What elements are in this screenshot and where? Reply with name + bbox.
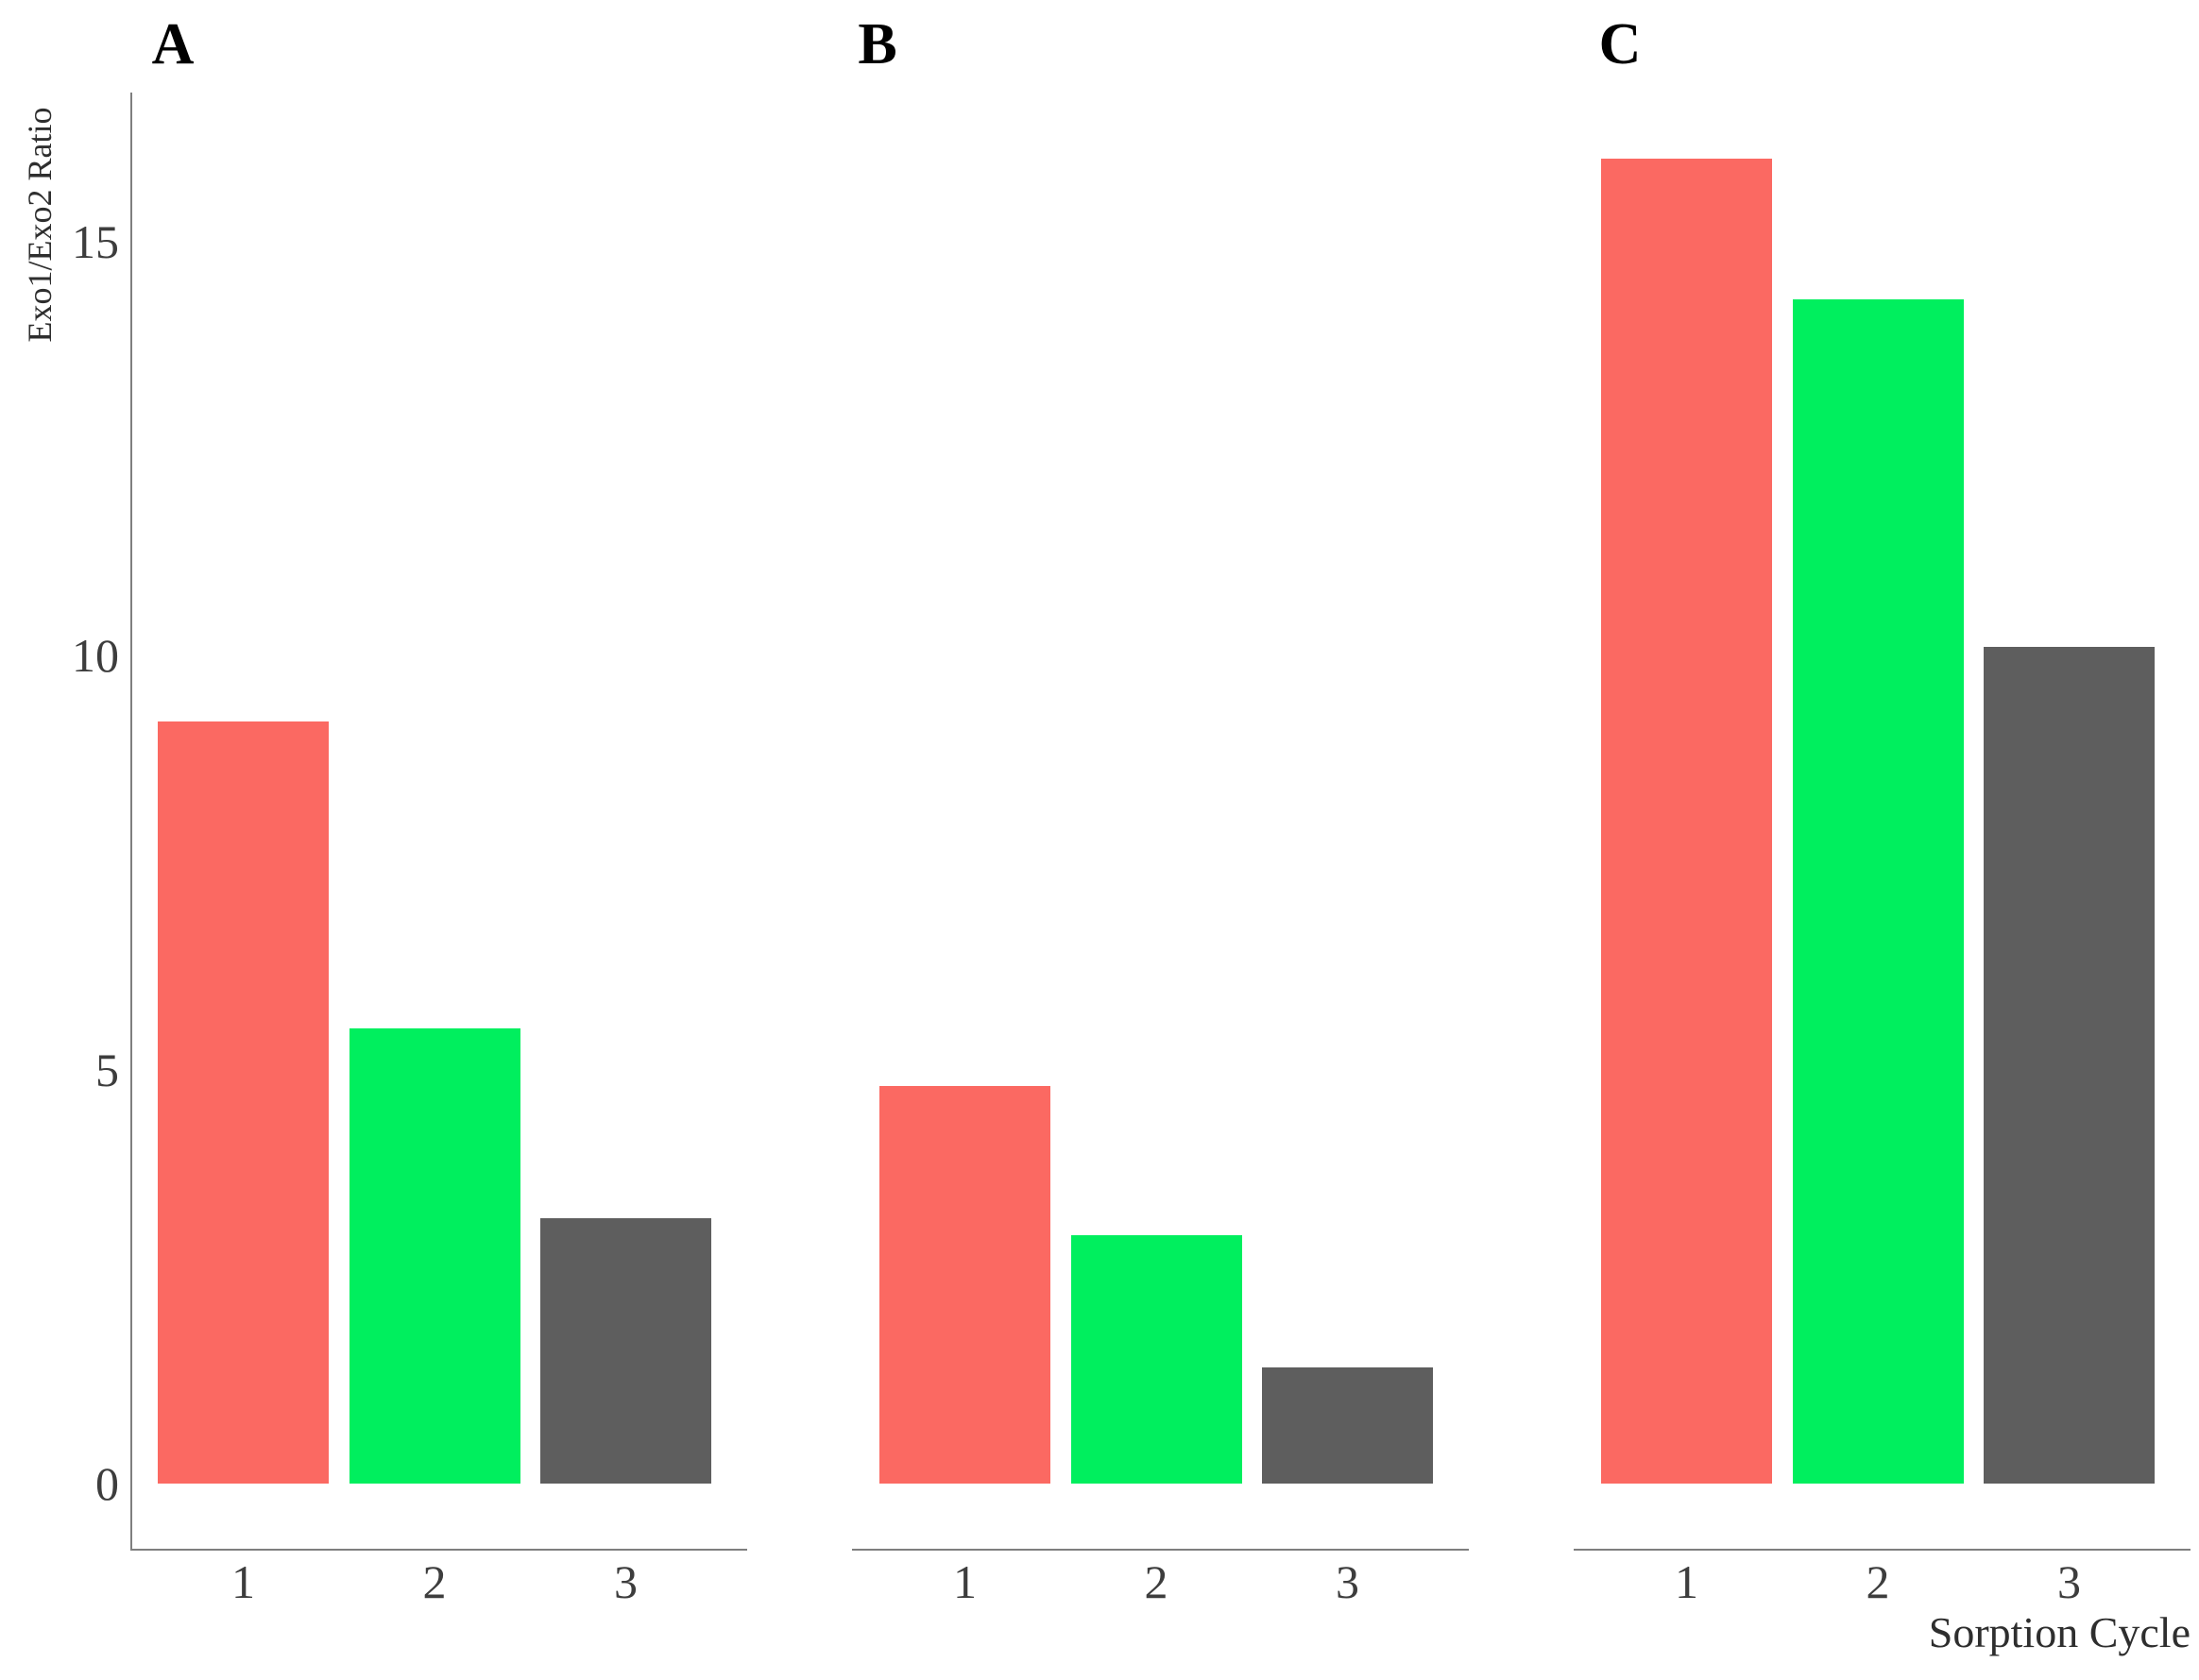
bar-cycle-2-panel-c (1792, 298, 1964, 1484)
x-tick-label: 2 (1866, 1555, 1890, 1608)
x-axis-title: Sorption Cycle (1928, 1608, 2190, 1656)
x-tick-label: 1 (1675, 1555, 1698, 1608)
x-tick-label: 1 (231, 1555, 255, 1608)
x-axis-line (1574, 1549, 2190, 1551)
y-tick-label: 10 (72, 629, 119, 682)
x-tick-label: 3 (1336, 1555, 1359, 1608)
bar-cycle-2-panel-b (1070, 1234, 1242, 1484)
bar-cycle-3-panel-a (540, 1218, 711, 1484)
bar-cycle-3-panel-c (1984, 647, 2155, 1484)
y-axis-line (130, 93, 132, 1551)
bar-cycle-1-panel-c (1601, 158, 1772, 1484)
y-tick-label: 15 (72, 214, 119, 268)
x-tick-label: 3 (2057, 1555, 2081, 1608)
panel-label-c: C (1598, 12, 1642, 76)
x-axis-line (130, 1549, 747, 1551)
x-tick-label: 3 (614, 1555, 638, 1608)
panel-label-b: B (858, 12, 897, 76)
x-axis-line (852, 1549, 1469, 1551)
x-tick-label: 2 (422, 1555, 447, 1608)
bar-cycle-2-panel-a (349, 1027, 520, 1484)
x-tick-label: 2 (1144, 1555, 1168, 1608)
panel-label-a: A (151, 12, 195, 76)
bar-cycle-1-panel-b (879, 1086, 1050, 1484)
y-tick-label: 5 (95, 1043, 119, 1096)
bar-cycle-3-panel-b (1262, 1367, 1433, 1484)
x-tick-label: 1 (953, 1555, 977, 1608)
bar-cycle-1-panel-a (158, 721, 329, 1484)
y-tick-label: 0 (95, 1457, 119, 1510)
